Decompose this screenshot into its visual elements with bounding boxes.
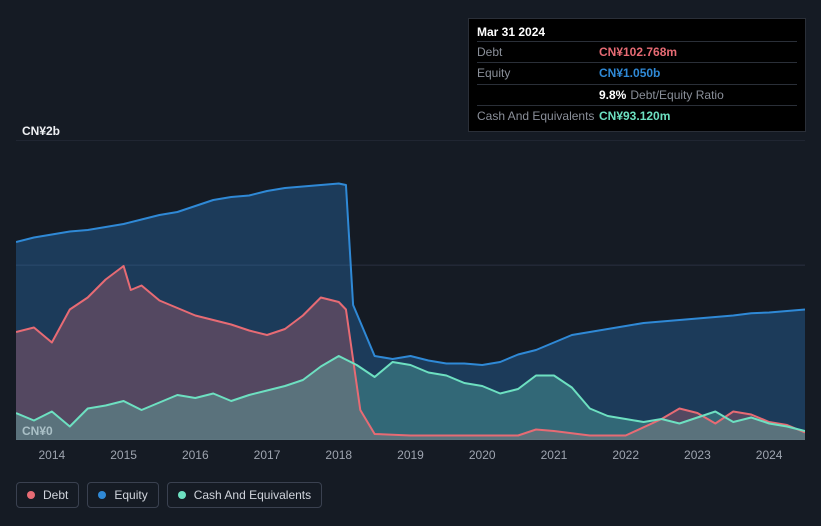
tooltip-row-sublabel: Debt/Equity Ratio xyxy=(630,88,723,102)
x-axis: 2014 2015 2016 2017 2018 2019 2020 2021 2022 2023… xyxy=(16,448,805,464)
legend-label: Debt xyxy=(43,488,68,502)
tooltip-row-value: 9.8%Debt/Equity Ratio xyxy=(599,88,797,102)
x-tick: 2023 xyxy=(684,448,711,462)
legend-swatch xyxy=(98,491,106,499)
x-tick: 2020 xyxy=(469,448,496,462)
x-tick: 2016 xyxy=(182,448,209,462)
legend-item[interactable]: Debt xyxy=(16,482,79,508)
tooltip-row-value: CN¥1.050b xyxy=(599,66,797,80)
legend-label: Cash And Equivalents xyxy=(194,488,311,502)
x-tick: 2017 xyxy=(254,448,281,462)
x-tick: 2014 xyxy=(39,448,66,462)
legend: Debt Equity Cash And Equivalents xyxy=(16,482,322,508)
legend-label: Equity xyxy=(114,488,147,502)
tooltip-row: Cash And EquivalentsCN¥93.120m xyxy=(477,105,797,126)
tooltip-panel: Mar 31 2024 DebtCN¥102.768mEquityCN¥1.05… xyxy=(468,18,806,132)
x-tick: 2019 xyxy=(397,448,424,462)
tooltip-row: DebtCN¥102.768m xyxy=(477,41,797,62)
x-tick: 2024 xyxy=(756,448,783,462)
y-axis-label-top: CN¥2b xyxy=(22,124,60,138)
legend-item[interactable]: Equity xyxy=(87,482,158,508)
chart-svg xyxy=(16,140,805,440)
chart-plot xyxy=(16,140,805,440)
tooltip-row: 9.8%Debt/Equity Ratio xyxy=(477,84,797,105)
tooltip-row-label: Debt xyxy=(477,45,599,59)
x-tick: 2022 xyxy=(612,448,639,462)
legend-swatch xyxy=(178,491,186,499)
tooltip-row-value: CN¥102.768m xyxy=(599,45,797,59)
legend-item[interactable]: Cash And Equivalents xyxy=(167,482,322,508)
tooltip-row: EquityCN¥1.050b xyxy=(477,62,797,83)
x-tick: 2021 xyxy=(541,448,568,462)
legend-swatch xyxy=(27,491,35,499)
tooltip-row-value: CN¥93.120m xyxy=(599,109,797,123)
tooltip-date: Mar 31 2024 xyxy=(477,25,797,41)
tooltip-row-label xyxy=(477,88,599,102)
x-tick: 2018 xyxy=(325,448,352,462)
x-tick: 2015 xyxy=(110,448,137,462)
tooltip-row-label: Equity xyxy=(477,66,599,80)
tooltip-row-label: Cash And Equivalents xyxy=(477,109,599,123)
